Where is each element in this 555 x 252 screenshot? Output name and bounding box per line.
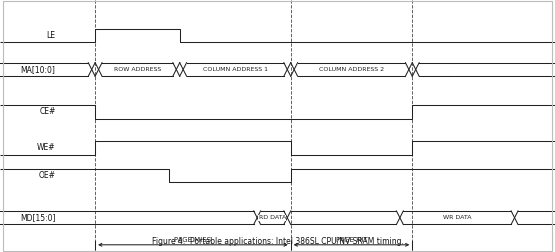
Text: WE#: WE# [37, 143, 56, 152]
Text: COLUMN ADDRESS 2: COLUMN ADDRESS 2 [319, 67, 384, 72]
Text: PAGE HIT: PAGE HIT [336, 237, 367, 243]
Text: WR DATA: WR DATA [443, 215, 471, 220]
Text: PAGE MISS: PAGE MISS [174, 237, 211, 243]
Text: LE: LE [47, 31, 56, 40]
Text: ROW ADDRESS: ROW ADDRESS [114, 67, 161, 72]
Text: COLUMN ADDRESS 1: COLUMN ADDRESS 1 [203, 67, 268, 72]
Text: RD DATA: RD DATA [259, 215, 286, 220]
Text: CE#: CE# [39, 107, 56, 116]
Text: Figure 4.  Portable applications: Intel 386SL CPU/NV SRAM timing.: Figure 4. Portable applications: Intel 3… [152, 237, 403, 246]
Text: OE#: OE# [38, 171, 56, 180]
Text: MA[10:0]: MA[10:0] [21, 65, 56, 74]
Text: MD[15:0]: MD[15:0] [20, 213, 56, 222]
